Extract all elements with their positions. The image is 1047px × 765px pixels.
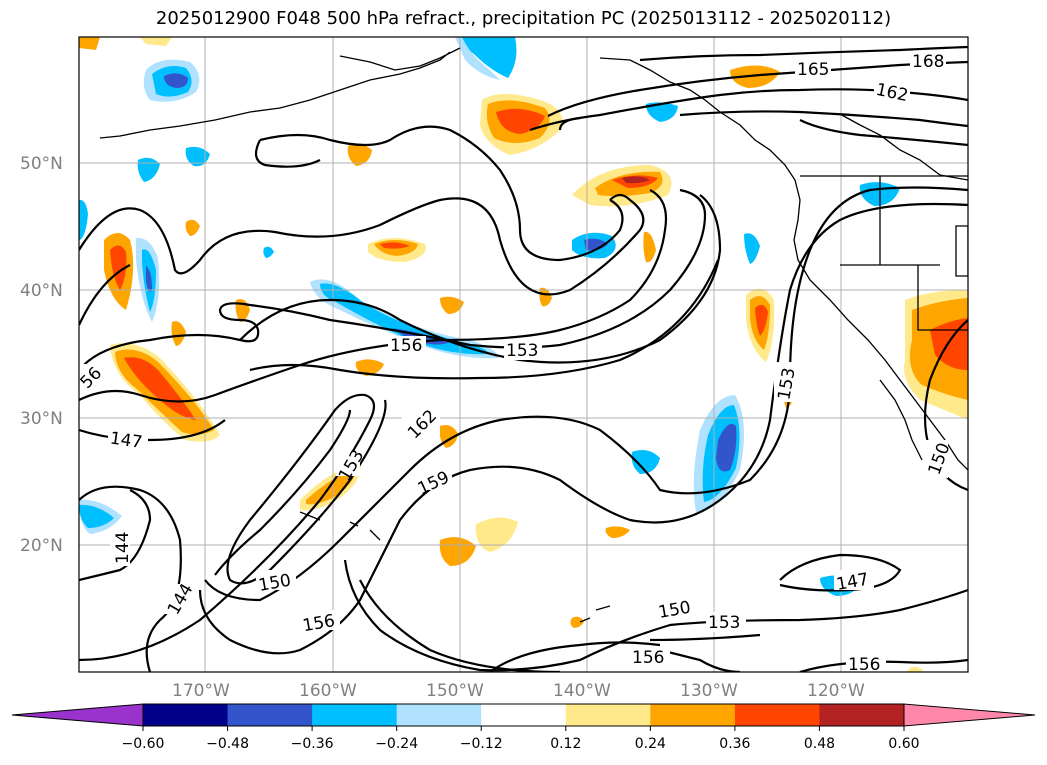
precip-shading: [79, 37, 968, 672]
contour-label: 147: [109, 429, 144, 453]
colorbar-extend-min: [11, 703, 144, 727]
contour-label: 156: [390, 336, 422, 356]
contour-label: 168: [912, 52, 944, 72]
colorbar-frame: [142, 703, 905, 727]
colorbar-swatch: [734, 704, 820, 726]
colorbar-tick-label: −0.60: [122, 736, 165, 752]
longitude-labels: 170°W 160°W 150°W 140°W 130°W 120°W: [172, 681, 865, 701]
lon-label: 170°W: [172, 681, 230, 701]
contour-label-group: 168 165 162 156 153 56 147 162 159 153 1…: [79, 51, 955, 675]
coastlines: [99, 47, 968, 623]
colorbar-swatch: [481, 704, 567, 726]
lat-label: 20°N: [20, 536, 63, 556]
contour-label: 153: [506, 341, 538, 361]
lon-label: 120°W: [807, 681, 865, 701]
lon-label: 160°W: [299, 681, 357, 701]
colorbar-swatch: [143, 704, 229, 726]
colorbar-tick-label: −0.36: [291, 736, 334, 752]
plot-frame: [78, 36, 969, 673]
contour-label: 156: [632, 648, 664, 668]
lat-label: 50°N: [20, 154, 63, 174]
colorbar-swatch: [227, 704, 313, 726]
colorbar-swatch: [312, 704, 398, 726]
colorbar-tick-label: −0.24: [375, 736, 418, 752]
colorbar-tick-label: 0.60: [888, 736, 919, 752]
colorbar-tick-label: −0.12: [460, 736, 503, 752]
lon-label: 130°W: [680, 681, 738, 701]
colorbar-extend-max: [903, 703, 1036, 727]
lat-label: 30°N: [20, 409, 63, 429]
colorbar-tick-label: 0.36: [719, 736, 750, 752]
lon-label: 150°W: [426, 681, 484, 701]
colorbar-swatch: [565, 704, 651, 726]
colorbar-tick-label: 0.12: [550, 736, 581, 752]
colorbar-tick-label: 0.24: [635, 736, 666, 752]
colorbar-tick-label: 0.48: [804, 736, 835, 752]
lon-label: 140°W: [553, 681, 611, 701]
refractivity-contours: [79, 45, 968, 672]
contour-label: 144: [113, 532, 133, 564]
colorbar-swatch: [650, 704, 736, 726]
latitude-labels: 50°N 40°N 30°N 20°N: [20, 154, 63, 556]
colorbar: −0.60 −0.48 −0.36 −0.24 −0.12 0.12 0.24 0.36 0.4…: [11, 703, 1036, 752]
contour-label: 165: [797, 60, 829, 80]
colorbar-swatch: [396, 704, 482, 726]
lat-label: 40°N: [20, 281, 63, 301]
contour-label: 156: [848, 655, 880, 675]
map-title: 2025012900 F048 500 hPa refract., precip…: [155, 8, 892, 29]
colorbar-tick-label: −0.48: [206, 736, 249, 752]
colorbar-swatch: [819, 704, 905, 726]
contour-label: 153: [708, 613, 740, 633]
